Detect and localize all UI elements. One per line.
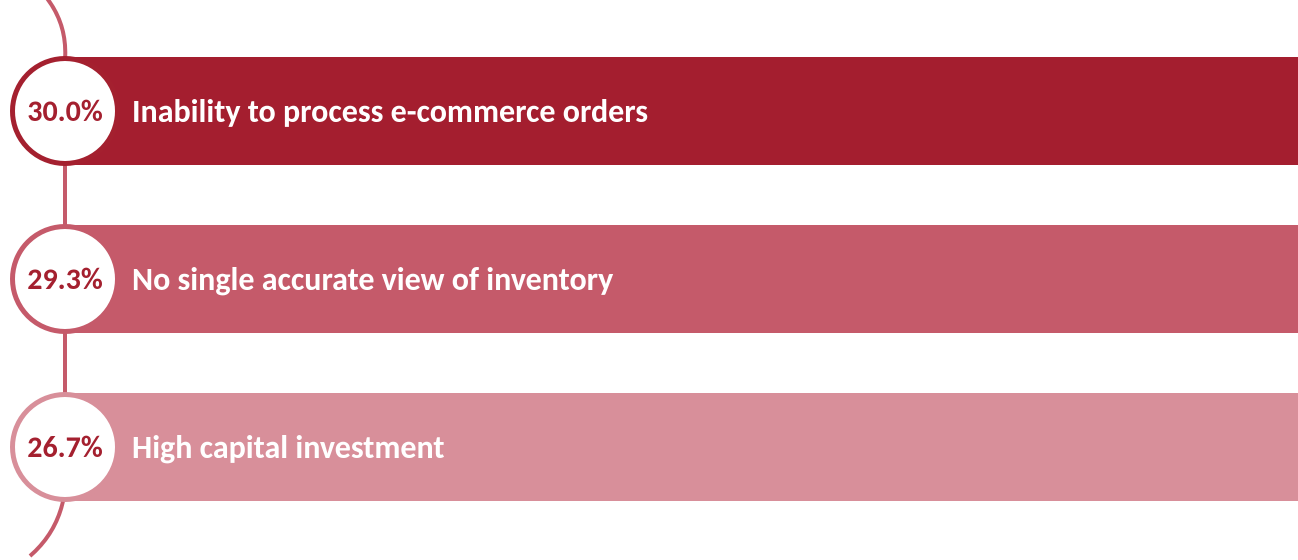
data-row-1: Inability to process e-commerce orders 3…: [10, 56, 1298, 166]
value-circle-2: 29.3%: [10, 224, 120, 334]
value-circle-3: 26.7%: [10, 392, 120, 502]
data-bar-3: High capital investment: [72, 393, 1298, 501]
infographic-container: Inability to process e-commerce orders 3…: [0, 0, 1298, 556]
value-text-2: 29.3%: [27, 261, 103, 298]
connector-line-1: [63, 160, 67, 230]
value-text-1: 30.0%: [27, 93, 103, 130]
data-row-2: No single accurate view of inventory 29.…: [10, 224, 1298, 334]
data-bar-2: No single accurate view of inventory: [72, 225, 1298, 333]
value-circle-1: 30.0%: [10, 56, 120, 166]
bar-label-2: No single accurate view of inventory: [132, 260, 613, 299]
bar-label-3: High capital investment: [132, 428, 444, 467]
bar-label-1: Inability to process e-commerce orders: [132, 92, 648, 131]
data-row-3: High capital investment 26.7%: [10, 392, 1298, 502]
value-text-3: 26.7%: [27, 429, 103, 466]
data-bar-1: Inability to process e-commerce orders: [72, 57, 1298, 165]
connector-line-2: [63, 328, 67, 398]
